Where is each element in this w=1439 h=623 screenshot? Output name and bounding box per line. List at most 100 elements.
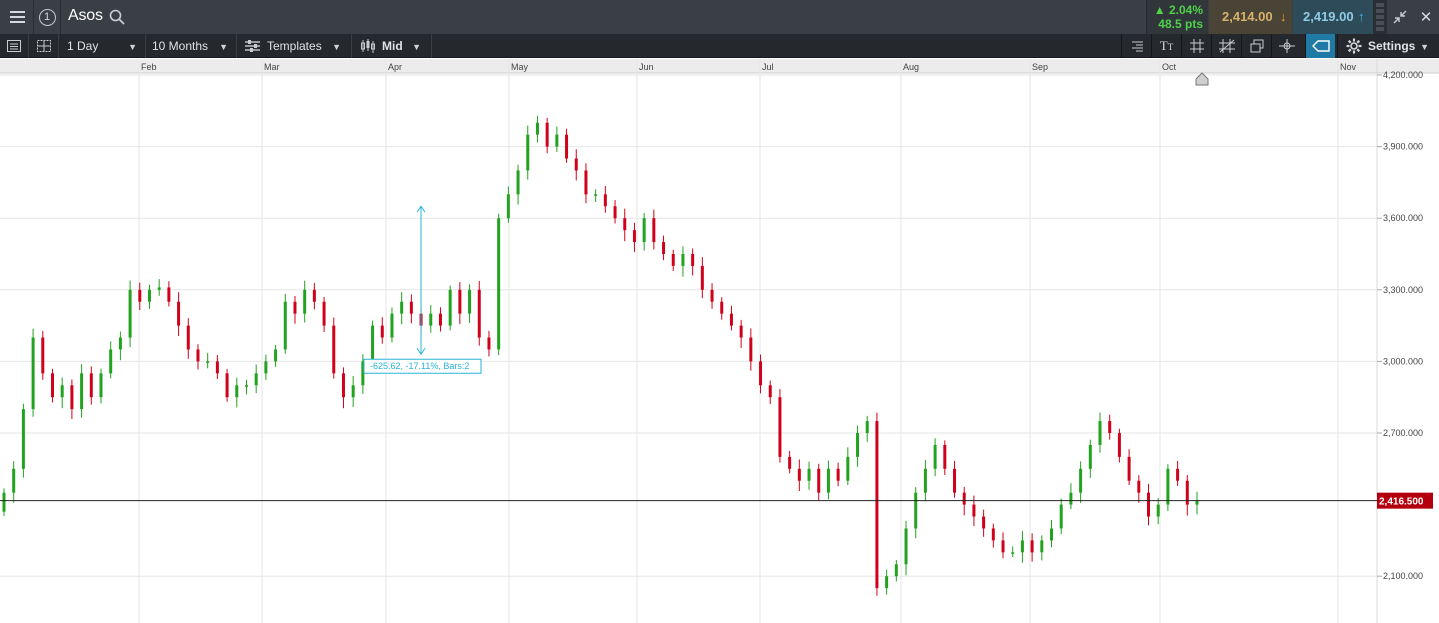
candle-body xyxy=(1108,421,1112,433)
top-bar: 1 Asos ▲ 2.04% 48.5 pts 2,414.00 ↓ 2,419… xyxy=(0,0,1439,34)
layout-grid-icon[interactable] xyxy=(30,34,59,58)
candle-body xyxy=(836,468,840,481)
candle-body xyxy=(89,373,93,398)
measure-label-box xyxy=(363,358,482,374)
candle-body xyxy=(157,287,161,290)
chevron-down-icon: ▼ xyxy=(128,42,137,52)
candle-body xyxy=(632,230,636,243)
candle-body xyxy=(487,337,491,350)
price-change: ▲ 2.04% 48.5 pts xyxy=(1146,0,1208,34)
candle-body xyxy=(1040,540,1044,553)
templates-label: Templates xyxy=(267,39,322,53)
candle-body xyxy=(390,313,394,338)
y-tick-label: 4,200.000 xyxy=(1383,70,1423,80)
range-dropdown[interactable]: 10 Months ▼ xyxy=(146,34,237,58)
templates-dropdown[interactable]: Templates ▼ xyxy=(237,34,352,58)
candle-body xyxy=(749,337,753,362)
close-icon[interactable]: ✕ xyxy=(1419,9,1433,26)
candle-body xyxy=(1185,480,1189,505)
candle-body xyxy=(584,170,588,195)
panel-scrollbar[interactable] xyxy=(1373,0,1387,34)
chevron-down-icon: ▼ xyxy=(1420,42,1429,52)
candle-body xyxy=(244,385,248,387)
candle-body xyxy=(933,444,937,469)
x-tick-label: Oct xyxy=(1162,62,1177,72)
candle-body xyxy=(865,421,869,433)
settings-label: Settings xyxy=(1368,39,1416,53)
candle-body xyxy=(293,301,297,314)
candle-body xyxy=(31,337,35,410)
collapse-icon[interactable] xyxy=(1388,0,1412,34)
candle-body xyxy=(225,373,229,398)
label-tag-icon[interactable] xyxy=(1305,34,1335,58)
candle-body xyxy=(642,218,646,243)
candle-body xyxy=(1069,492,1073,505)
chart-area[interactable]: Feb Mar Apr May Jun Jul Aug Sep Oct Nov 4,200.000… xyxy=(0,59,1439,623)
x-tick-label: Nov xyxy=(1340,62,1357,72)
candle-body xyxy=(923,468,927,493)
buy-arrow-icon: ↑ xyxy=(1358,9,1365,24)
info-icon[interactable]: 1 xyxy=(34,0,61,34)
candle-body xyxy=(138,289,142,302)
candle-body xyxy=(274,349,278,362)
candle-body xyxy=(1166,468,1170,505)
candle-body xyxy=(2,492,6,512)
candle-body xyxy=(797,468,801,481)
candle-body xyxy=(943,444,947,469)
x-tick-label: Jul xyxy=(762,62,774,72)
candle-body xyxy=(574,158,578,171)
price-chart[interactable]: Feb Mar Apr May Jun Jul Aug Sep Oct Nov 4,200.000… xyxy=(0,59,1439,623)
crosshair-grid-icon[interactable] xyxy=(1211,34,1241,58)
candle-body xyxy=(516,170,520,195)
candle-body xyxy=(177,301,181,326)
candle-body xyxy=(953,468,957,493)
y-tick-label: 3,600.000 xyxy=(1383,213,1423,223)
candle-body xyxy=(972,504,976,517)
y-tick-label: 3,300.000 xyxy=(1383,285,1423,295)
candle-body xyxy=(1147,492,1151,517)
grid-icon[interactable] xyxy=(1181,34,1211,58)
settings-dropdown[interactable]: Settings ▼ xyxy=(1337,34,1439,58)
y-tick-label: 2,100.000 xyxy=(1383,571,1423,581)
sell-button[interactable]: 2,414.00 ↓ xyxy=(1209,0,1292,34)
candle-body xyxy=(894,564,898,577)
candle-body xyxy=(80,373,84,410)
candle-body xyxy=(1001,540,1005,553)
buy-button[interactable]: 2,419.00 ↑ xyxy=(1293,0,1373,34)
crosshair-icon[interactable] xyxy=(1271,34,1301,58)
search-icon[interactable] xyxy=(109,9,125,25)
candle-body xyxy=(1079,468,1083,493)
menu-icon[interactable] xyxy=(0,0,34,34)
price-type-dropdown[interactable]: Mid ▼ xyxy=(352,34,432,58)
x-tick-label: Feb xyxy=(141,62,157,72)
candle-body xyxy=(1020,540,1024,553)
candle-body xyxy=(759,361,763,386)
text-align-icon[interactable] xyxy=(1121,34,1151,58)
text-size-icon[interactable]: TT xyxy=(1151,34,1181,58)
candle-body xyxy=(118,337,122,350)
candle-body xyxy=(477,289,481,338)
measure-arrow-bottom xyxy=(416,347,426,356)
candle-body xyxy=(254,373,258,386)
chevron-down-icon: ▼ xyxy=(332,42,341,52)
instrument-name[interactable]: Asos xyxy=(68,7,103,24)
candle-body xyxy=(875,421,879,589)
sell-arrow-icon: ↓ xyxy=(1280,9,1287,24)
y-tick-label: 3,900.000 xyxy=(1383,142,1423,152)
x-axis-bar xyxy=(0,59,1439,73)
interval-dropdown[interactable]: 1 Day ▼ xyxy=(60,34,146,58)
list-icon[interactable] xyxy=(0,34,29,58)
candle-body xyxy=(982,516,986,529)
candle-body xyxy=(1117,433,1121,457)
candle-body xyxy=(458,289,462,314)
candle-body xyxy=(21,409,25,469)
x-tick-label: May xyxy=(511,62,529,72)
x-tick-label: Sep xyxy=(1032,62,1048,72)
candle-body xyxy=(196,349,200,362)
candle-body xyxy=(700,265,704,290)
candle-body xyxy=(361,361,365,386)
candle-body xyxy=(109,349,113,374)
candle-body xyxy=(565,134,569,159)
copy-window-icon[interactable] xyxy=(1241,34,1271,58)
